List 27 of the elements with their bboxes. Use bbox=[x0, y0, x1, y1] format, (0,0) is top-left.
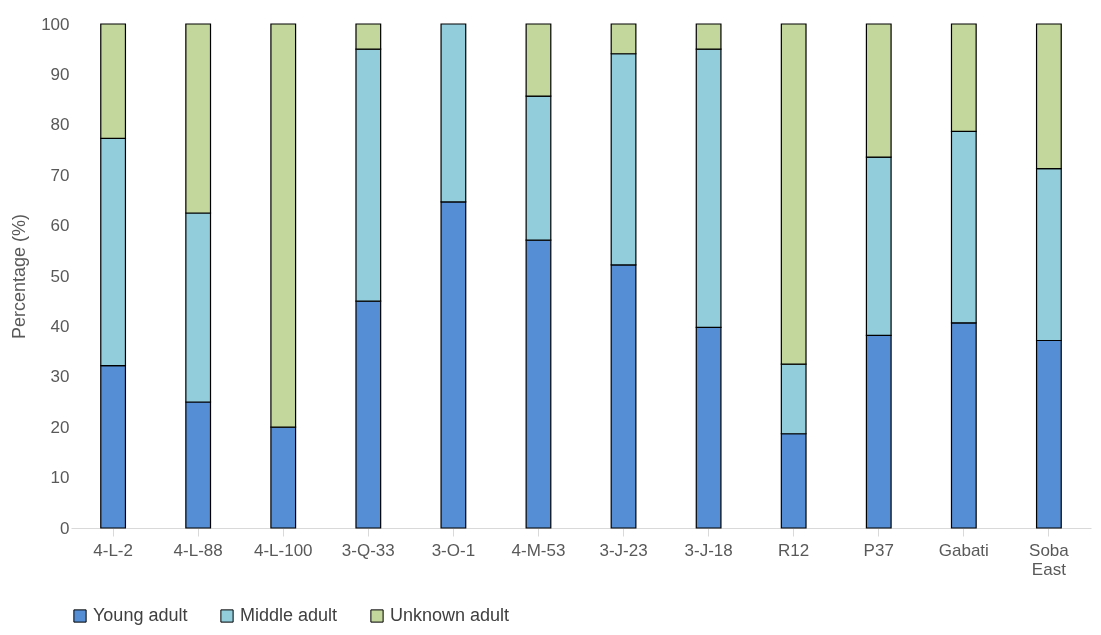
x-tick-label: 4-L-2 bbox=[93, 540, 133, 560]
y-tick-label: 40 bbox=[50, 316, 70, 336]
x-tick-label: 3-Q-33 bbox=[341, 540, 395, 560]
x-tick-label: P37 bbox=[863, 540, 894, 560]
y-tick-label: 0 bbox=[60, 518, 70, 538]
x-tick-label: R12 bbox=[778, 540, 810, 560]
x-tick-label: 3-O-1 bbox=[431, 540, 476, 560]
x-tick-label: 4-M-53 bbox=[511, 540, 566, 560]
x-tick-label: Gabati bbox=[938, 540, 989, 560]
y-tick-label: 50 bbox=[50, 266, 70, 286]
y-tick-label: 80 bbox=[50, 115, 70, 135]
legend-label: Middle adult bbox=[240, 605, 338, 625]
legend-label: Young adult bbox=[93, 605, 188, 625]
y-tick-label: 10 bbox=[50, 468, 70, 488]
x-tick-label: Soba East bbox=[1029, 540, 1070, 579]
legend-label: Unknown adult bbox=[390, 605, 510, 625]
y-tick-label: 90 bbox=[50, 64, 70, 84]
y-tick-label: 60 bbox=[50, 216, 70, 236]
y-tick-label: 100 bbox=[41, 14, 70, 34]
y-axis-title: Percentage (%) bbox=[9, 213, 30, 340]
y-tick-label: 20 bbox=[50, 417, 70, 437]
y-tick-label: 30 bbox=[50, 367, 70, 387]
x-tick-label: 3-J-23 bbox=[599, 540, 648, 560]
x-tick-label: 4-L-88 bbox=[173, 540, 223, 560]
y-tick-label: 70 bbox=[50, 165, 70, 185]
x-tick-label: 3-J-18 bbox=[684, 540, 733, 560]
x-tick-label: 4-L-100 bbox=[253, 540, 313, 560]
